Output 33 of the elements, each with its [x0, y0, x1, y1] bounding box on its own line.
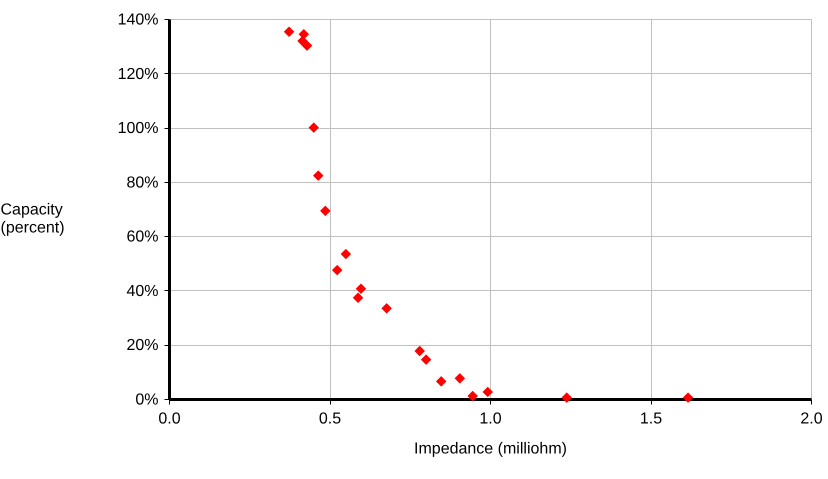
point [467, 390, 478, 402]
y-tick-label: 0% [135, 392, 158, 408]
point [414, 346, 425, 356]
y-tick-label: 60% [126, 228, 158, 246]
x-tick-label: 0.5 [318, 410, 342, 428]
point [340, 248, 352, 260]
point [313, 170, 324, 181]
x-tick-label: 1.5 [640, 410, 662, 428]
y-tick-label: 100% [118, 120, 158, 138]
point [320, 206, 331, 216]
point [352, 292, 364, 303]
point [454, 373, 466, 384]
x-tick-label: 1.0 [479, 410, 502, 428]
point [356, 284, 366, 294]
point [381, 303, 392, 314]
point [436, 376, 446, 387]
y-tick-label: 20% [126, 337, 158, 354]
y-tick-label: 120% [118, 66, 158, 83]
point [308, 122, 320, 133]
point [682, 392, 694, 403]
point [420, 354, 432, 365]
x-tick-label: 2.0 [800, 410, 823, 428]
y-axis-title: Capacity (percent) [0, 202, 65, 236]
point [302, 40, 312, 51]
point [284, 26, 294, 37]
point [332, 264, 342, 276]
y-tick-label: 40% [126, 282, 158, 300]
x-axis-title: Impedance (milliohm) [414, 440, 567, 458]
point [561, 392, 572, 403]
x-tick-label: 0.0 [158, 410, 181, 428]
y-tick-label: 140% [118, 12, 158, 28]
point [482, 386, 493, 398]
y-tick-label: 80% [126, 174, 158, 192]
